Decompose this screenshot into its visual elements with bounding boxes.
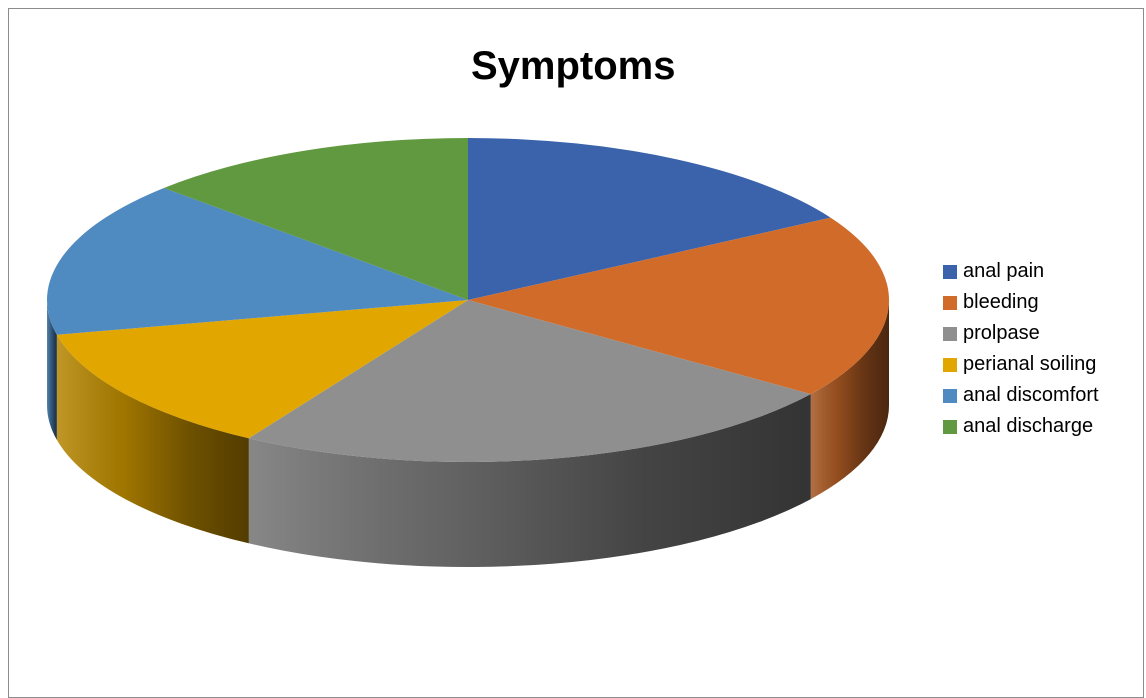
legend-swatch-anal-pain: [943, 264, 957, 279]
legend-item-anal-discomfort: anal discomfort: [943, 380, 1099, 411]
pie-side-shade-bleeding: [810, 300, 889, 500]
legend-swatch-bleeding: [943, 295, 957, 310]
legend-swatch-perianal-soiling: [943, 357, 957, 372]
legend-label-anal-discomfort: anal discomfort: [963, 384, 1099, 406]
legend-label-bleeding: bleeding: [963, 291, 1039, 313]
pie-sides: [47, 300, 889, 567]
pie-slice-anal-discharge: [163, 138, 468, 300]
chart-title: Symptoms: [471, 44, 676, 88]
legend-label-perianal-soiling: perianal soiling: [963, 353, 1097, 375]
legend-swatch-prolpase: [943, 326, 957, 341]
chart-legend: anal pain bleeding prolpase perianal soilin…: [943, 256, 1099, 442]
pie-slice-anal-pain: [468, 138, 831, 300]
pie-chart: [46, 138, 889, 567]
pie-slice-anal-discomfort: [46, 187, 468, 335]
pie-side-shade-perianal-soiling: [56, 334, 249, 544]
legend-swatch-anal-discomfort: [943, 388, 957, 403]
pie-side-shade-prolpase: [248, 394, 811, 567]
pie-slice-perianal-soiling: [56, 300, 469, 439]
legend-label-anal-discharge: anal discharge: [963, 415, 1094, 437]
legend-label-anal-pain: anal pain: [963, 260, 1045, 282]
pie-slice-bleeding: [468, 217, 889, 395]
legend-item-perianal-soiling: perianal soiling: [943, 349, 1099, 380]
pie-side-shade-anal-discomfort: [47, 300, 57, 440]
legend-swatch-anal-discharge: [943, 419, 957, 434]
legend-item-prolpase: prolpase: [943, 318, 1099, 349]
pie-top: [46, 138, 889, 463]
legend-label-prolpase: prolpase: [963, 322, 1040, 344]
legend-item-anal-pain: anal pain: [943, 256, 1099, 287]
legend-item-anal-discharge: anal discharge: [943, 411, 1099, 442]
pie-slice-prolpase: [248, 300, 811, 463]
legend-item-bleeding: bleeding: [943, 287, 1099, 318]
